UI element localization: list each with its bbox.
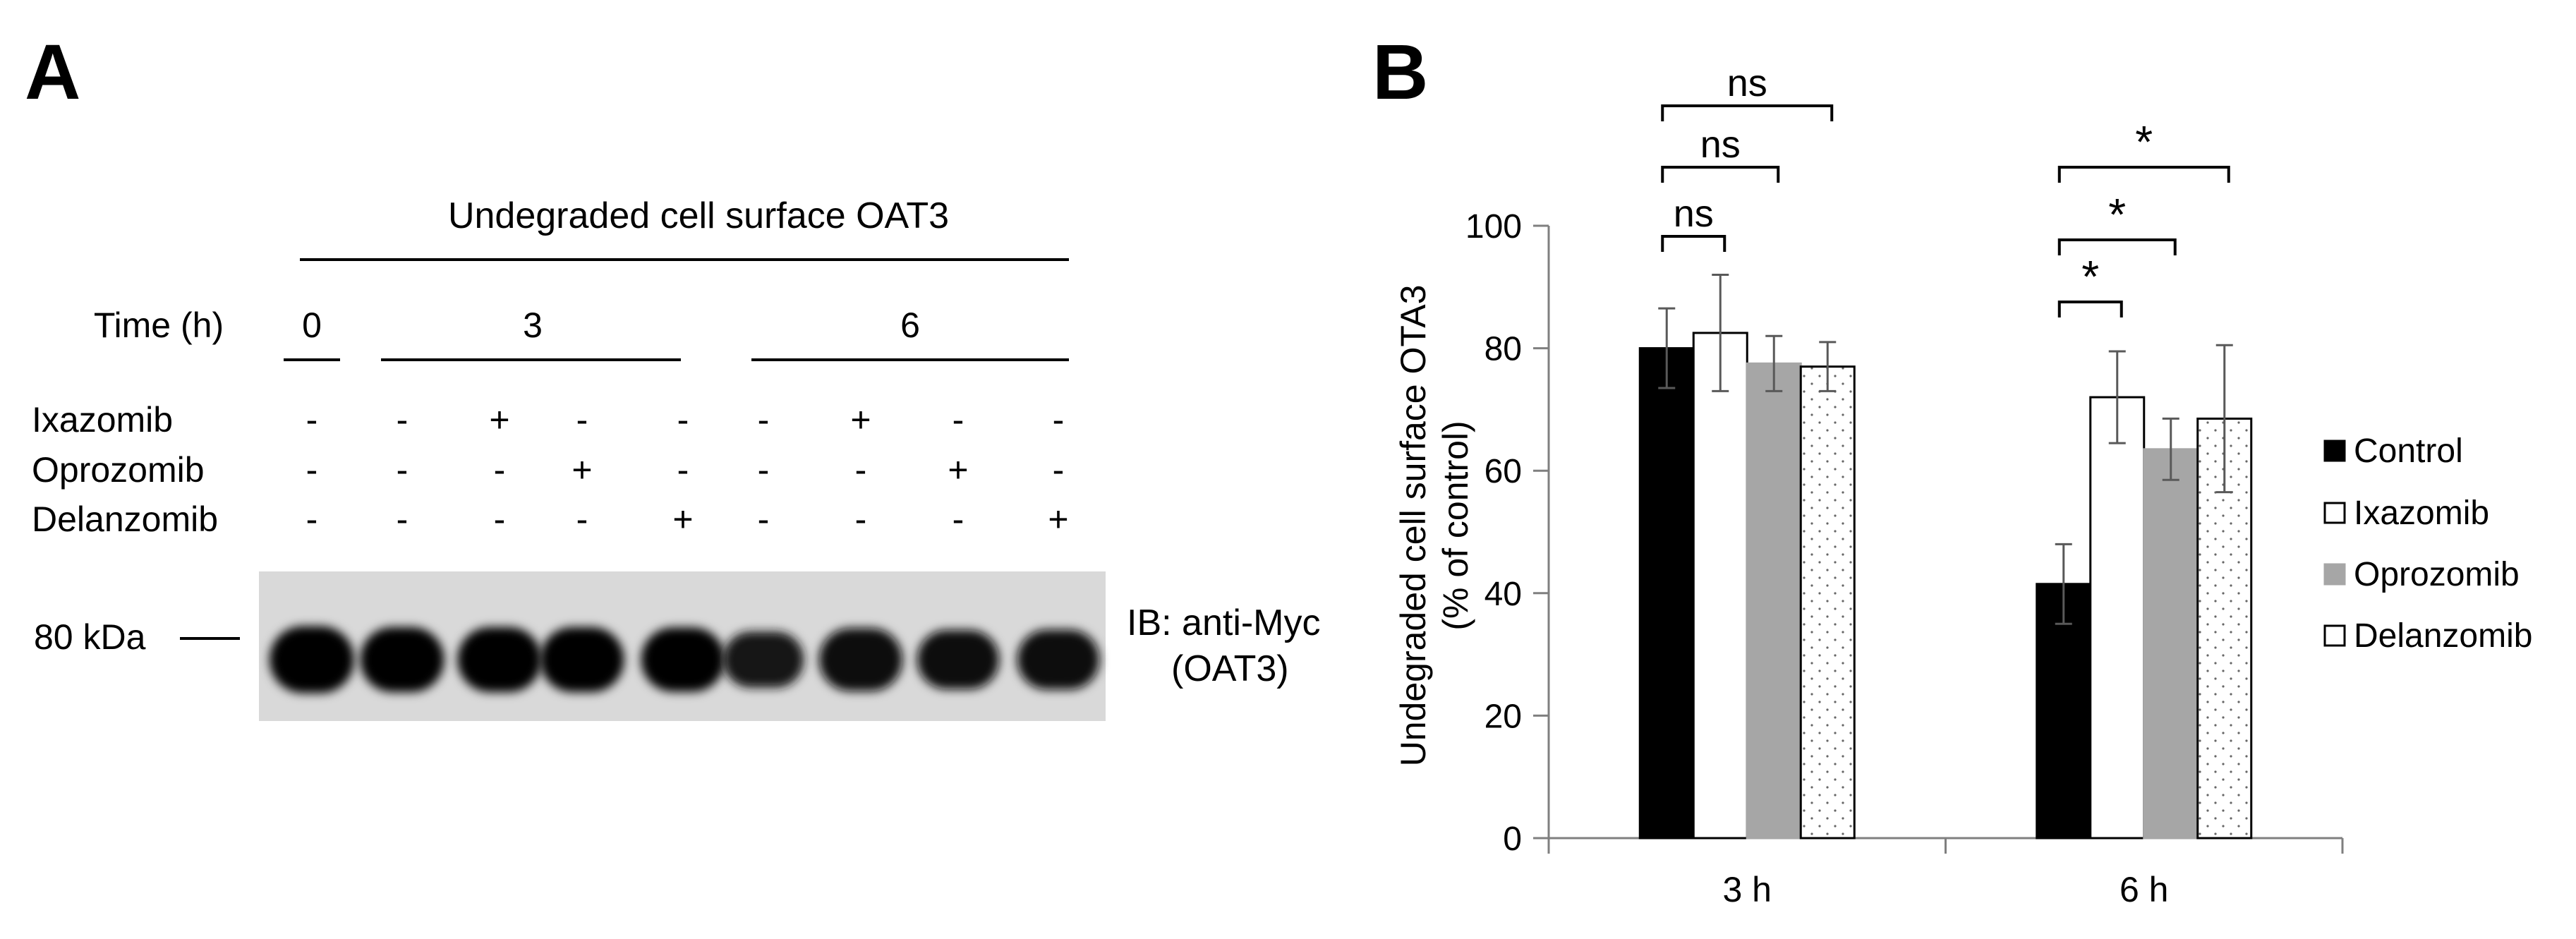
treatment-sign: -	[855, 450, 867, 490]
treatment-sign: -	[855, 499, 867, 539]
panel-b-letter: B	[1372, 29, 1428, 116]
panel-a-header: Undegraded cell surface OAT3	[448, 195, 949, 236]
treatment-sign: -	[306, 450, 318, 490]
treatment-sign: -	[306, 400, 318, 440]
blot-band	[819, 628, 902, 691]
treatment-sign: -	[758, 450, 770, 490]
bar-oprozomib	[1746, 362, 1802, 840]
y-tick-label: 60	[1484, 453, 1522, 490]
x-axis: 3 h 6 h	[1547, 837, 2344, 909]
significance-bracket	[1661, 235, 1727, 252]
y-tick-label: 100	[1465, 208, 1522, 246]
legend-label: Ixazomib	[2354, 495, 2489, 532]
y-axis-title-line2: (% of control)	[1436, 420, 1475, 630]
blot-band	[1017, 629, 1100, 690]
bar-series	[1638, 273, 2253, 840]
bar-delanzomib	[1799, 365, 1856, 840]
treatment-sign: -	[494, 450, 506, 490]
x-tick-label: 3 h	[1722, 870, 1772, 909]
blot-band	[917, 630, 999, 689]
ib-label-line1: IB: anti-Myc	[1127, 602, 1321, 643]
treatment-sign: +	[572, 450, 592, 490]
blot-band	[270, 626, 354, 693]
panel-a-letter: A	[25, 29, 80, 116]
legend: Control Ixazomib Oprozomib Delanzomib	[2323, 432, 2532, 655]
significance-label: ns	[1727, 62, 1767, 104]
treatment-sign: -	[494, 499, 506, 539]
treatment-sign: -	[397, 400, 409, 440]
blot-band	[641, 627, 725, 692]
bar-control	[1638, 347, 1695, 840]
treatment-sign: -	[758, 400, 770, 440]
significance-bracket	[1661, 166, 1780, 183]
blot-band	[360, 626, 445, 693]
y-tick-label: 40	[1484, 576, 1522, 613]
bar-oprozomib	[2143, 448, 2199, 840]
y-axis-title-line1: Undegraded cell surface OTA3	[1393, 285, 1433, 767]
treatment-sign: +	[489, 400, 509, 440]
treatment-sign: -	[953, 499, 965, 539]
treatment-sign: -	[953, 400, 965, 440]
legend-swatch	[2323, 563, 2346, 586]
y-axis: 0 20 40 60 80 100	[1465, 208, 1550, 858]
time-group-0: 0	[302, 305, 322, 345]
bar-ixazomib	[2089, 396, 2146, 840]
bar-ixazomib	[1692, 332, 1748, 840]
legend-label: Oprozomib	[2354, 556, 2520, 593]
row-label-delanzomib: Delanzomib	[32, 499, 218, 539]
x-tick-label: 6 h	[2120, 870, 2169, 909]
treatment-sign: +	[1048, 499, 1068, 539]
y-axis-title: Undegraded cell surface OTA3 (% of contr…	[1393, 285, 1475, 767]
significance-bracket	[2057, 301, 2123, 317]
treatment-sign: -	[397, 499, 409, 539]
treatment-sign: -	[1053, 450, 1065, 490]
significance-bracket	[2057, 238, 2177, 255]
significance-label: *	[2108, 189, 2126, 240]
treatment-sign: -	[576, 400, 588, 440]
blot-band	[722, 631, 804, 688]
treatment-sign: -	[758, 499, 770, 539]
blot-bands	[270, 626, 1100, 693]
blot-band	[540, 626, 624, 693]
marker-label: 80 kDa	[34, 617, 146, 657]
time-label: Time (h)	[94, 305, 224, 345]
treatment-sign: -	[306, 499, 318, 539]
treatment-sign-grid: - - + - - - + - - - - - + - - - + - - - - - + - - - +	[306, 400, 1069, 539]
treatment-sign: -	[576, 499, 588, 539]
time-group-3: 3	[523, 305, 543, 345]
legend-swatch	[2323, 502, 2346, 524]
significance-label: ns	[1674, 193, 1714, 235]
treatment-sign: -	[397, 450, 409, 490]
treatment-sign: +	[672, 499, 693, 539]
treatment-sign: -	[677, 450, 689, 490]
y-tick-label: 80	[1484, 331, 1522, 368]
blot-band	[457, 626, 542, 693]
significance-bracket	[1661, 104, 1834, 121]
y-tick-label: 0	[1503, 820, 1522, 858]
legend-swatch	[2323, 440, 2346, 462]
treatment-sign: -	[1053, 400, 1065, 440]
row-label-oprozomib: Oprozomib	[32, 450, 205, 490]
row-label-ixazomib: Ixazomib	[32, 400, 173, 440]
legend-swatch	[2323, 624, 2346, 647]
significance-label: *	[2081, 251, 2099, 302]
time-group-6: 6	[900, 305, 920, 345]
significance-label: *	[2135, 116, 2153, 167]
ib-label-line2: (OAT3)	[1171, 648, 1289, 689]
significance-bracket	[2057, 166, 2230, 183]
treatment-sign: +	[850, 400, 871, 440]
legend-label: Delanzomib	[2354, 617, 2532, 655]
treatment-sign: +	[948, 450, 968, 490]
y-tick-label: 20	[1484, 698, 1522, 735]
treatment-sign: -	[677, 400, 689, 440]
significance-label: ns	[1700, 123, 1741, 166]
legend-label: Control	[2354, 432, 2463, 470]
